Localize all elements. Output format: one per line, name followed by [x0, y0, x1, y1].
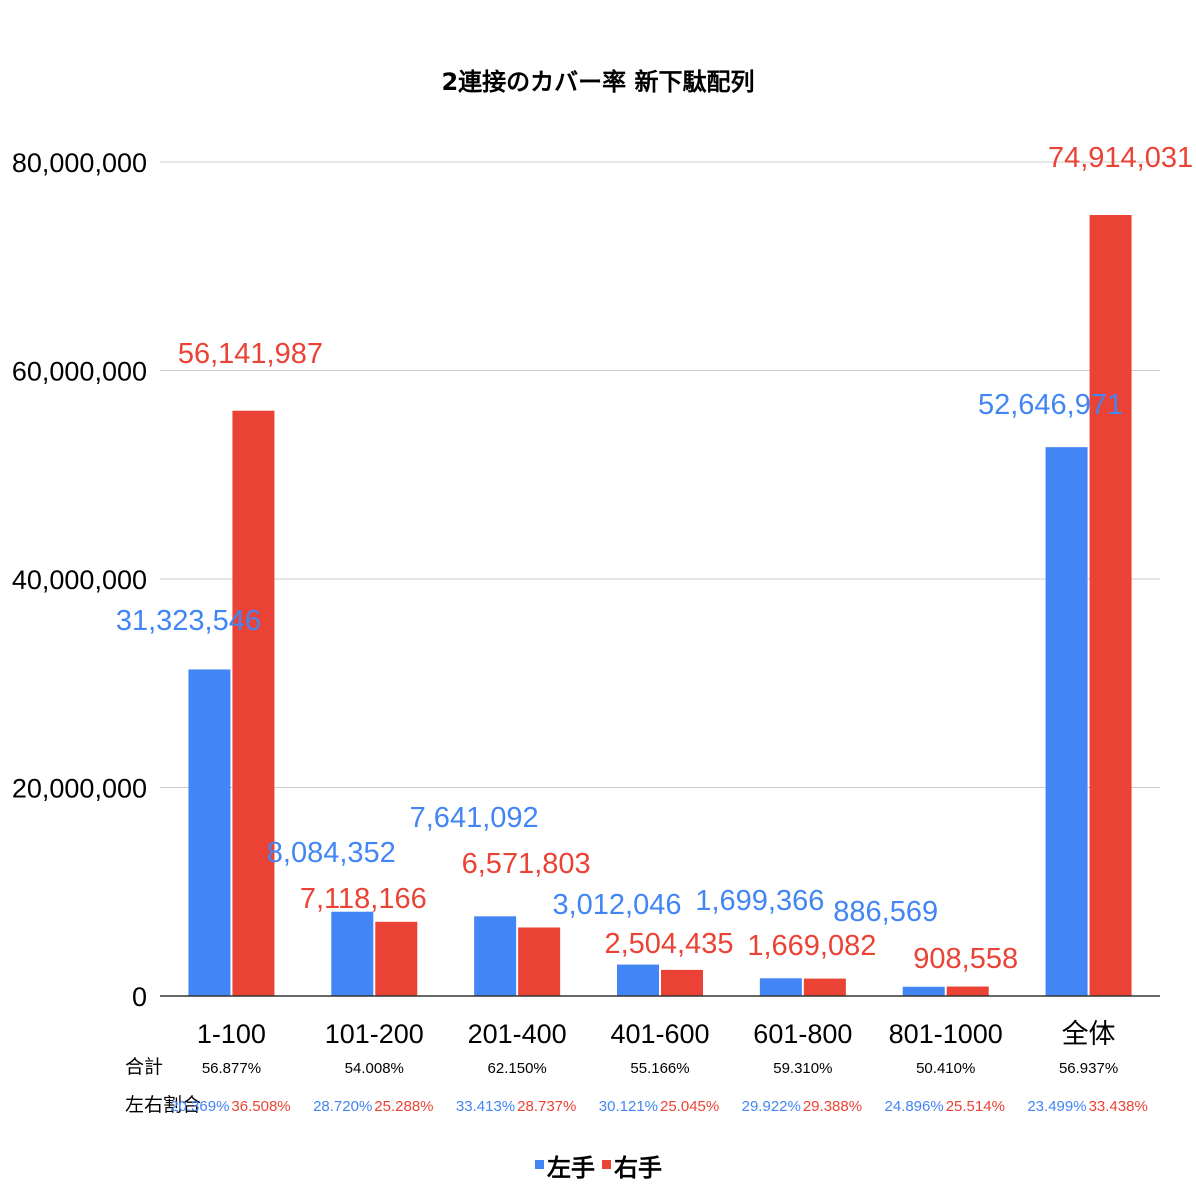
left-ratio-value: 24.896%: [884, 1098, 943, 1115]
bar-left: [331, 911, 374, 996]
left-ratio-value: 20.369%: [170, 1098, 229, 1115]
data-label: 56,141,987: [178, 338, 323, 370]
x-tick-label: 全体: [1062, 1019, 1116, 1049]
x-tick-label: 1-100: [197, 1019, 266, 1049]
data-label: 31,323,546: [116, 605, 261, 637]
x-tick-label: 801-1000: [889, 1019, 1003, 1049]
legend: 左手 右手: [535, 1154, 662, 1182]
bar-right: [946, 986, 989, 996]
legend-label: 左手: [547, 1154, 595, 1182]
total-value: 59.310%: [773, 1060, 832, 1077]
bar-left: [902, 986, 945, 996]
x-tick-label: 401-600: [610, 1019, 709, 1049]
bars: [188, 215, 1132, 996]
ratio-row-label: 左右割合: [125, 1094, 201, 1116]
y-axis: 0 20,000,000 40,000,000 60,000,000 80,000,00…: [12, 148, 147, 1012]
right-ratio-value: 25.514%: [946, 1098, 1005, 1115]
bar-left: [759, 978, 802, 996]
y-tick-label: 20,000,000: [12, 774, 147, 804]
bar-left: [474, 916, 517, 996]
x-axis: 1-100 101-200 201-400 401-600 601-800 801-100…: [197, 1019, 1116, 1049]
total-row-label: 合計: [125, 1056, 163, 1078]
data-label: 6,571,803: [462, 848, 591, 880]
data-label: 3,012,046: [552, 889, 681, 921]
legend-swatch-left: [535, 1160, 544, 1169]
total-value: 62.150%: [488, 1060, 547, 1077]
data-label: 1,699,366: [695, 885, 824, 917]
data-label: 74,914,031: [1048, 142, 1193, 174]
gridlines: [160, 161, 1160, 788]
x-tick-label: 201-400: [468, 1019, 567, 1049]
data-label: 908,558: [913, 943, 1018, 975]
total-value: 50.410%: [916, 1060, 975, 1077]
legend-label: 右手: [614, 1154, 662, 1182]
bar-right: [1089, 215, 1132, 996]
data-label: 7,641,092: [410, 802, 539, 834]
right-ratio-value: 33.438%: [1089, 1098, 1148, 1115]
total-value: 55.166%: [630, 1060, 689, 1077]
legend-swatch-right: [602, 1160, 611, 1169]
y-tick-label: 40,000,000: [12, 565, 147, 595]
bar-left: [188, 669, 231, 996]
x-tick-label: 601-800: [753, 1019, 852, 1049]
bar-left: [617, 964, 659, 996]
right-ratio-value: 25.045%: [660, 1098, 719, 1115]
total-value: 54.008%: [345, 1060, 404, 1077]
data-label: 52,646,971: [978, 389, 1123, 421]
right-ratio-value: 36.508%: [231, 1098, 290, 1115]
data-label: 886,569: [833, 896, 938, 928]
data-label: 7,118,166: [300, 883, 427, 915]
right-ratio-value: 25.288%: [374, 1098, 433, 1115]
chart-title: 2連接のカバー率 新下駄配列: [441, 68, 754, 96]
data-label: 1,669,082: [747, 930, 876, 962]
bar-right: [803, 978, 846, 996]
data-label: 8,084,352: [267, 837, 396, 869]
left-ratio-value: 29.922%: [742, 1098, 801, 1115]
y-tick-label: 80,000,000: [12, 148, 147, 178]
left-ratio-value: 33.413%: [456, 1098, 515, 1115]
bar-right: [375, 921, 418, 996]
annotation-table: 合計 左右割合 56.877% 20.369% 36.508% 54.008% 28.7…: [125, 1056, 1148, 1116]
left-ratio-value: 28.720%: [313, 1098, 372, 1115]
bar-left: [1045, 447, 1088, 996]
total-value: 56.937%: [1059, 1060, 1118, 1077]
x-tick-label: 101-200: [325, 1019, 424, 1049]
data-label: 2,504,435: [604, 928, 733, 960]
right-ratio-value: 29.388%: [803, 1098, 862, 1115]
y-tick-label: 60,000,000: [12, 357, 147, 387]
bar-right: [661, 969, 703, 996]
y-tick-label: 0: [132, 982, 147, 1012]
right-ratio-value: 28.737%: [517, 1098, 576, 1115]
bar-right: [518, 927, 561, 996]
bar-right: [232, 410, 275, 996]
total-value: 56.877%: [202, 1060, 261, 1077]
data-labels: 31,323,546 56,141,987 8,084,352 7,118,166 7,…: [116, 142, 1193, 975]
left-ratio-value: 23.499%: [1027, 1098, 1086, 1115]
left-ratio-value: 30.121%: [599, 1098, 658, 1115]
